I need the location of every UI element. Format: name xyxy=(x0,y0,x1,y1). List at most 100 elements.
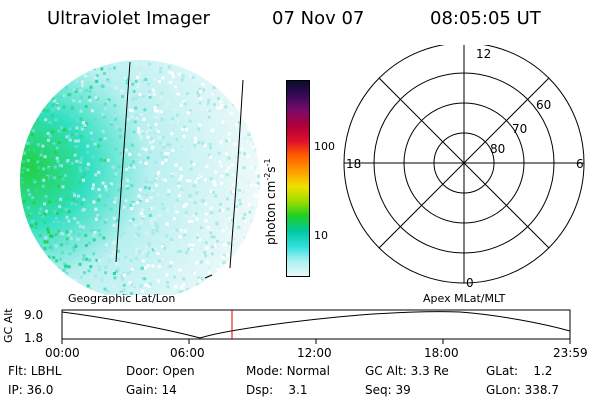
image-pixel xyxy=(114,86,118,90)
image-pixel xyxy=(38,86,42,90)
image-pixel xyxy=(213,91,217,95)
image-pixel xyxy=(188,107,191,111)
image-pixel xyxy=(236,250,240,254)
image-pixel xyxy=(142,117,146,121)
image-pixel xyxy=(217,151,221,155)
image-pixel xyxy=(65,135,69,139)
image-pixel xyxy=(114,196,118,200)
image-pixel xyxy=(219,100,223,104)
image-pixel xyxy=(222,254,226,257)
image-pixel xyxy=(170,259,174,263)
image-pixel xyxy=(199,244,203,248)
image-pixel xyxy=(96,198,100,202)
image-pixel xyxy=(221,208,225,212)
image-pixel xyxy=(99,158,103,162)
mode-field: Mode: Normal xyxy=(246,364,330,378)
image-pixel xyxy=(23,151,27,155)
image-pixel xyxy=(247,118,251,122)
colorbar xyxy=(286,80,310,277)
image-pixel xyxy=(46,143,50,147)
image-pixel xyxy=(148,95,152,99)
image-pixel xyxy=(88,258,92,262)
image-pixel xyxy=(93,142,97,146)
image-pixel xyxy=(137,194,141,198)
image-pixel xyxy=(73,194,77,197)
image-pixel xyxy=(251,251,255,255)
image-pixel xyxy=(63,60,66,64)
image-pixel xyxy=(118,165,121,169)
image-pixel xyxy=(154,130,158,134)
image-pixel xyxy=(223,67,227,71)
image-pixel xyxy=(126,197,130,201)
image-pixel xyxy=(36,135,39,139)
image-pixel xyxy=(23,245,27,249)
image-pixel xyxy=(98,194,102,198)
image-pixel xyxy=(221,109,225,113)
image-pixel xyxy=(142,159,146,163)
image-pixel xyxy=(30,138,34,141)
image-pixel xyxy=(103,137,107,141)
image-pixel xyxy=(219,136,223,140)
image-pixel xyxy=(20,285,24,289)
image-pixel xyxy=(185,92,189,96)
image-pixel xyxy=(209,279,212,283)
image-pixel xyxy=(130,282,134,286)
image-pixel xyxy=(65,242,69,246)
image-pixel xyxy=(61,71,65,75)
image-pixel xyxy=(198,87,202,91)
image-pixel xyxy=(92,252,96,256)
polar-diagonal-2 xyxy=(378,77,550,249)
image-pixel xyxy=(97,144,101,148)
image-pixel xyxy=(25,231,29,235)
image-pixel xyxy=(36,118,40,122)
image-pixel xyxy=(43,220,47,224)
image-pixel xyxy=(30,278,33,282)
image-pixel xyxy=(122,273,126,277)
image-pixel xyxy=(258,284,260,288)
image-pixel xyxy=(42,167,45,171)
image-pixel xyxy=(200,281,204,285)
image-pixel xyxy=(143,266,147,270)
image-pixel xyxy=(197,173,201,177)
image-pixel xyxy=(75,79,79,83)
image-pixel xyxy=(226,197,229,201)
image-pixel xyxy=(86,284,90,288)
image-pixel xyxy=(122,129,126,133)
image-pixel xyxy=(204,120,208,124)
image-pixel xyxy=(155,229,159,233)
image-pixel xyxy=(169,121,173,125)
image-pixel xyxy=(244,119,248,123)
image-pixel xyxy=(47,255,51,259)
altitude-min-label: 1.8 xyxy=(24,331,43,345)
image-pixel xyxy=(47,167,51,171)
image-pixel xyxy=(179,190,183,194)
image-pixel xyxy=(216,268,220,272)
image-pixel xyxy=(24,103,28,107)
gain-field: Gain: 14 xyxy=(126,383,177,397)
image-pixel xyxy=(199,226,203,230)
image-pixel xyxy=(101,163,105,167)
image-pixel xyxy=(21,203,25,207)
image-pixel xyxy=(157,259,161,263)
image-pixel xyxy=(66,197,70,201)
image-pixel xyxy=(63,128,66,132)
image-pixel xyxy=(149,282,153,286)
image-pixel xyxy=(86,68,90,72)
image-pixel xyxy=(239,281,243,285)
glat-label: GLat: xyxy=(486,364,519,378)
image-pixel xyxy=(87,241,91,245)
image-pixel xyxy=(145,130,149,134)
image-pixel xyxy=(68,186,72,190)
image-pixel xyxy=(58,175,62,179)
image-pixel xyxy=(162,145,166,149)
image-pixel xyxy=(165,234,169,238)
image-pixel xyxy=(131,200,135,204)
mlat-label-80: 80 xyxy=(490,142,505,156)
image-pixel xyxy=(74,202,78,206)
image-pixel xyxy=(23,250,27,253)
image-pixel xyxy=(203,156,207,160)
image-pixel xyxy=(204,254,208,258)
image-pixel xyxy=(25,214,29,218)
image-pixel xyxy=(106,194,110,198)
image-pixel xyxy=(59,257,62,261)
